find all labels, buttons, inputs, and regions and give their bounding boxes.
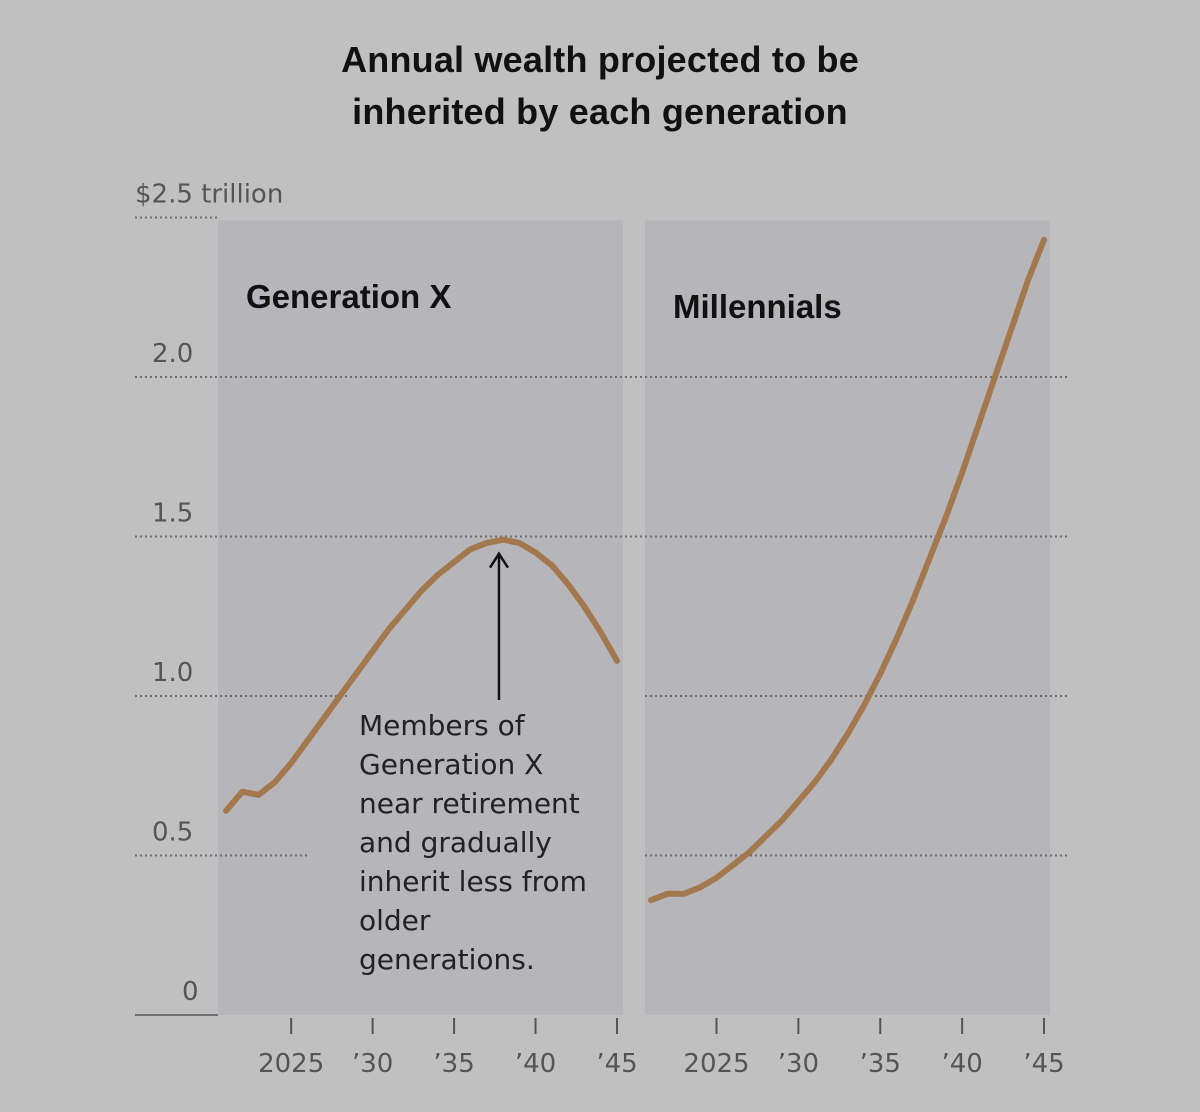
panel-label-generation-x: Generation X (246, 278, 451, 315)
annotation-text-line-1: Members of (359, 709, 526, 742)
x-tick-label-millennials-2025: 2025 (683, 1049, 749, 1079)
y-tick-label-2-5-trillion: $2.5 trillion (135, 180, 283, 210)
series-line-millennials (648, 236, 1047, 904)
annotation-arrowhead (488, 551, 510, 569)
panel-background-generation-x (218, 220, 623, 1015)
annotation-text-line-6: older (359, 904, 431, 937)
annotations: Members of Generation X near retirement and… (359, 551, 587, 976)
chart-title: Annual wealth projected to be inherited … (0, 34, 1200, 138)
x-tick-label-millennials-2040: ’40 (941, 1049, 982, 1079)
annotation-text-line-7: generations. (359, 943, 535, 976)
panel-backgrounds (218, 220, 1050, 1015)
x-tick-label-millennials-2035: ’35 (860, 1049, 901, 1079)
panel-label-millennials: Millennials (673, 288, 842, 325)
panel-background-millennials (645, 220, 1050, 1015)
x-axis (290, 1018, 1045, 1034)
axis-labels: 0 0.5 1.0 1.5 2.0 $2.5 trillion 2025 ’30 ’35 ’40 ’… (135, 180, 1065, 1080)
x-tick-label-millennials-2045: ’45 (1023, 1049, 1064, 1079)
y-tick-label-1-0: 1.0 (152, 658, 193, 688)
chart-title-line-2: inherited by each generation (352, 91, 848, 132)
gridlines (135, 216, 1068, 1016)
chart-title-line-1: Annual wealth projected to be (341, 39, 859, 80)
y-tick-label-0: 0 (182, 977, 199, 1007)
y-tick-label-1-5: 1.5 (152, 499, 193, 529)
series-line-generation-x (223, 536, 620, 814)
y-tick-label-0-5: 0.5 (152, 818, 193, 848)
y-tick-label-2-0: 2.0 (152, 339, 193, 369)
annotation-text-line-5: inherit less from (359, 865, 587, 898)
x-tick-label-millennials-2030: ’30 (778, 1049, 819, 1079)
series-lines (223, 236, 1047, 904)
x-tick-label-generation-x-2040: ’40 (515, 1049, 556, 1079)
x-tick-label-generation-x-2045: ’45 (596, 1049, 637, 1079)
annotation-text-line-4: and gradually (359, 826, 552, 859)
annotation-text-line-3: near retirement (359, 787, 580, 820)
annotation-text-line-2: Generation X (359, 748, 543, 781)
x-tick-label-generation-x-2030: ’30 (352, 1049, 393, 1079)
x-tick-label-generation-x-2025: 2025 (258, 1049, 324, 1079)
x-tick-label-generation-x-2035: ’35 (433, 1049, 474, 1079)
